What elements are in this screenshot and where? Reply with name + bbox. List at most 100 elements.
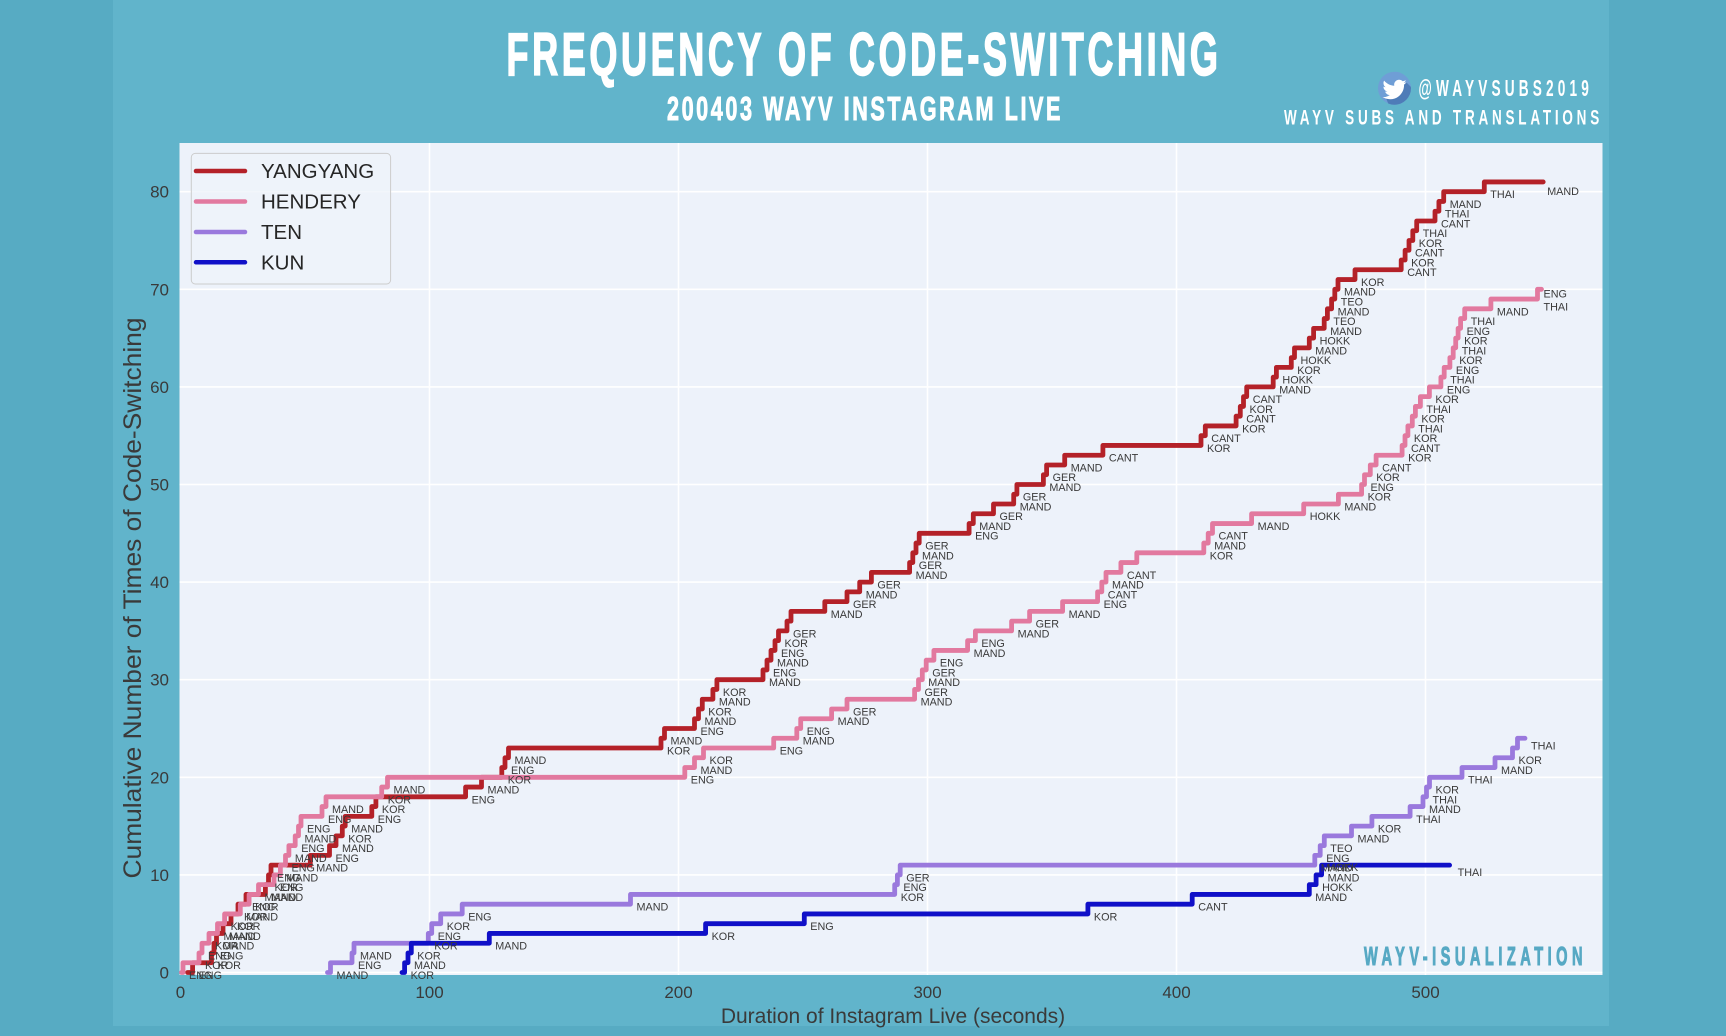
svg-text:KOR: KOR xyxy=(1421,414,1445,426)
svg-text:KOR: KOR xyxy=(1414,433,1438,445)
svg-text:20: 20 xyxy=(150,768,169,787)
svg-text:MAND: MAND xyxy=(246,911,278,923)
svg-text:MAND: MAND xyxy=(769,677,801,689)
svg-text:KOR: KOR xyxy=(1519,755,1543,767)
svg-text:ENG: ENG xyxy=(1447,384,1470,396)
svg-text:HOKK: HOKK xyxy=(1328,862,1359,874)
svg-text:0: 0 xyxy=(160,964,169,983)
svg-text:MAND: MAND xyxy=(1315,345,1347,357)
svg-text:ENG: ENG xyxy=(277,872,300,884)
svg-text:MAND: MAND xyxy=(1279,384,1311,396)
svg-text:THAI: THAI xyxy=(1490,189,1515,201)
svg-text:KOR: KOR xyxy=(708,706,732,718)
svg-text:200: 200 xyxy=(664,983,692,1002)
svg-text:KOR: KOR xyxy=(1297,365,1321,377)
svg-text:ENG: ENG xyxy=(189,970,212,982)
svg-text:THAI: THAI xyxy=(1450,375,1475,387)
svg-text:ENG: ENG xyxy=(940,658,963,670)
svg-text:Cumulative Number of Times of: Cumulative Number of Times of Code-Switc… xyxy=(119,318,147,879)
svg-text:MAND: MAND xyxy=(671,736,703,748)
svg-text:GER: GER xyxy=(919,560,943,572)
svg-text:THAI: THAI xyxy=(1462,345,1487,357)
svg-text:ENG: ENG xyxy=(220,950,243,962)
svg-text:ENG: ENG xyxy=(1371,482,1394,494)
svg-text:MAND: MAND xyxy=(705,716,737,728)
svg-text:30: 30 xyxy=(150,671,169,690)
svg-text:MAND: MAND xyxy=(979,521,1011,533)
svg-text:@WAYVSUBS2019: @WAYVSUBS2019 xyxy=(1419,75,1594,101)
svg-text:HOKK: HOKK xyxy=(1320,336,1351,348)
svg-text:ENG: ENG xyxy=(1544,289,1567,301)
svg-text:MAND: MAND xyxy=(342,843,374,855)
svg-text:THAI: THAI xyxy=(1426,404,1451,416)
svg-text:THAI: THAI xyxy=(1416,814,1441,826)
svg-text:MAND: MAND xyxy=(1018,628,1050,640)
svg-text:THAI: THAI xyxy=(1531,740,1556,752)
svg-text:50: 50 xyxy=(150,476,169,495)
svg-text:TEN: TEN xyxy=(261,221,302,244)
svg-text:MAND: MAND xyxy=(974,648,1006,660)
svg-text:400: 400 xyxy=(1162,983,1190,1002)
svg-text:KOR: KOR xyxy=(1242,423,1266,435)
svg-text:MAND: MAND xyxy=(1258,521,1290,533)
svg-text:MAND: MAND xyxy=(1338,306,1370,318)
svg-text:KOR: KOR xyxy=(417,950,441,962)
svg-text:MAND: MAND xyxy=(223,941,255,953)
svg-text:ENG: ENG xyxy=(780,746,803,758)
svg-text:CANT: CANT xyxy=(1246,414,1276,426)
svg-text:MAND: MAND xyxy=(414,960,446,972)
svg-text:KOR: KOR xyxy=(447,921,471,933)
svg-text:KOR: KOR xyxy=(901,892,925,904)
svg-text:MAND: MAND xyxy=(316,863,348,875)
svg-text:ENG: ENG xyxy=(701,726,724,738)
svg-text:MAND: MAND xyxy=(1071,462,1103,474)
svg-text:ENG: ENG xyxy=(438,931,461,943)
svg-text:MAND: MAND xyxy=(271,892,303,904)
svg-text:GER: GER xyxy=(793,628,817,640)
svg-text:KOR: KOR xyxy=(785,638,809,650)
svg-text:THAI: THAI xyxy=(1445,209,1470,221)
svg-text:THAI: THAI xyxy=(1423,228,1448,240)
svg-text:ENG: ENG xyxy=(378,814,401,826)
svg-text:CANT: CANT xyxy=(1198,902,1228,914)
svg-text:0: 0 xyxy=(176,983,185,1002)
svg-text:10: 10 xyxy=(150,866,169,885)
svg-text:CANT: CANT xyxy=(1407,267,1437,279)
svg-text:ENG: ENG xyxy=(781,648,804,660)
svg-text:KOR: KOR xyxy=(1094,911,1118,923)
svg-text:THAI: THAI xyxy=(1433,794,1458,806)
svg-text:ENG: ENG xyxy=(292,863,315,875)
svg-text:ENG: ENG xyxy=(307,824,330,836)
svg-text:MAND: MAND xyxy=(1330,326,1362,338)
svg-text:KUN: KUN xyxy=(261,251,304,274)
svg-text:MAND: MAND xyxy=(1214,541,1246,553)
svg-text:MAND: MAND xyxy=(838,716,870,728)
svg-text:ENG: ENG xyxy=(975,531,998,543)
svg-text:MAND: MAND xyxy=(866,589,898,601)
svg-text:CANT: CANT xyxy=(1219,531,1249,543)
svg-text:ENG: ENG xyxy=(691,775,714,787)
svg-text:KOR: KOR xyxy=(218,960,242,972)
svg-text:300: 300 xyxy=(913,983,941,1002)
svg-text:ENG: ENG xyxy=(810,921,833,933)
svg-text:CANT: CANT xyxy=(1415,248,1445,260)
svg-text:MAND: MAND xyxy=(637,902,669,914)
svg-text:KOR: KOR xyxy=(1408,453,1432,465)
svg-text:80: 80 xyxy=(150,183,169,202)
svg-text:MAND: MAND xyxy=(916,570,948,582)
svg-text:KOR: KOR xyxy=(508,775,532,787)
svg-text:MAND: MAND xyxy=(1450,199,1482,211)
svg-text:200403 WAYV INSTAGRAM LIVE: 200403 WAYV INSTAGRAM LIVE xyxy=(667,91,1063,128)
svg-text:CANT: CANT xyxy=(1109,453,1139,465)
svg-text:ENG: ENG xyxy=(358,960,381,972)
svg-text:KOR: KOR xyxy=(205,960,229,972)
svg-text:GER: GER xyxy=(932,667,956,679)
svg-text:ENG: ENG xyxy=(301,843,324,855)
svg-text:ENG: ENG xyxy=(472,794,495,806)
svg-text:KOR: KOR xyxy=(1419,238,1443,250)
svg-text:TEO: TEO xyxy=(1330,843,1352,855)
svg-text:HOKK: HOKK xyxy=(1322,882,1353,894)
svg-text:ENG: ENG xyxy=(1467,326,1490,338)
svg-text:MAND: MAND xyxy=(928,677,960,689)
svg-text:TEO: TEO xyxy=(1333,316,1355,328)
